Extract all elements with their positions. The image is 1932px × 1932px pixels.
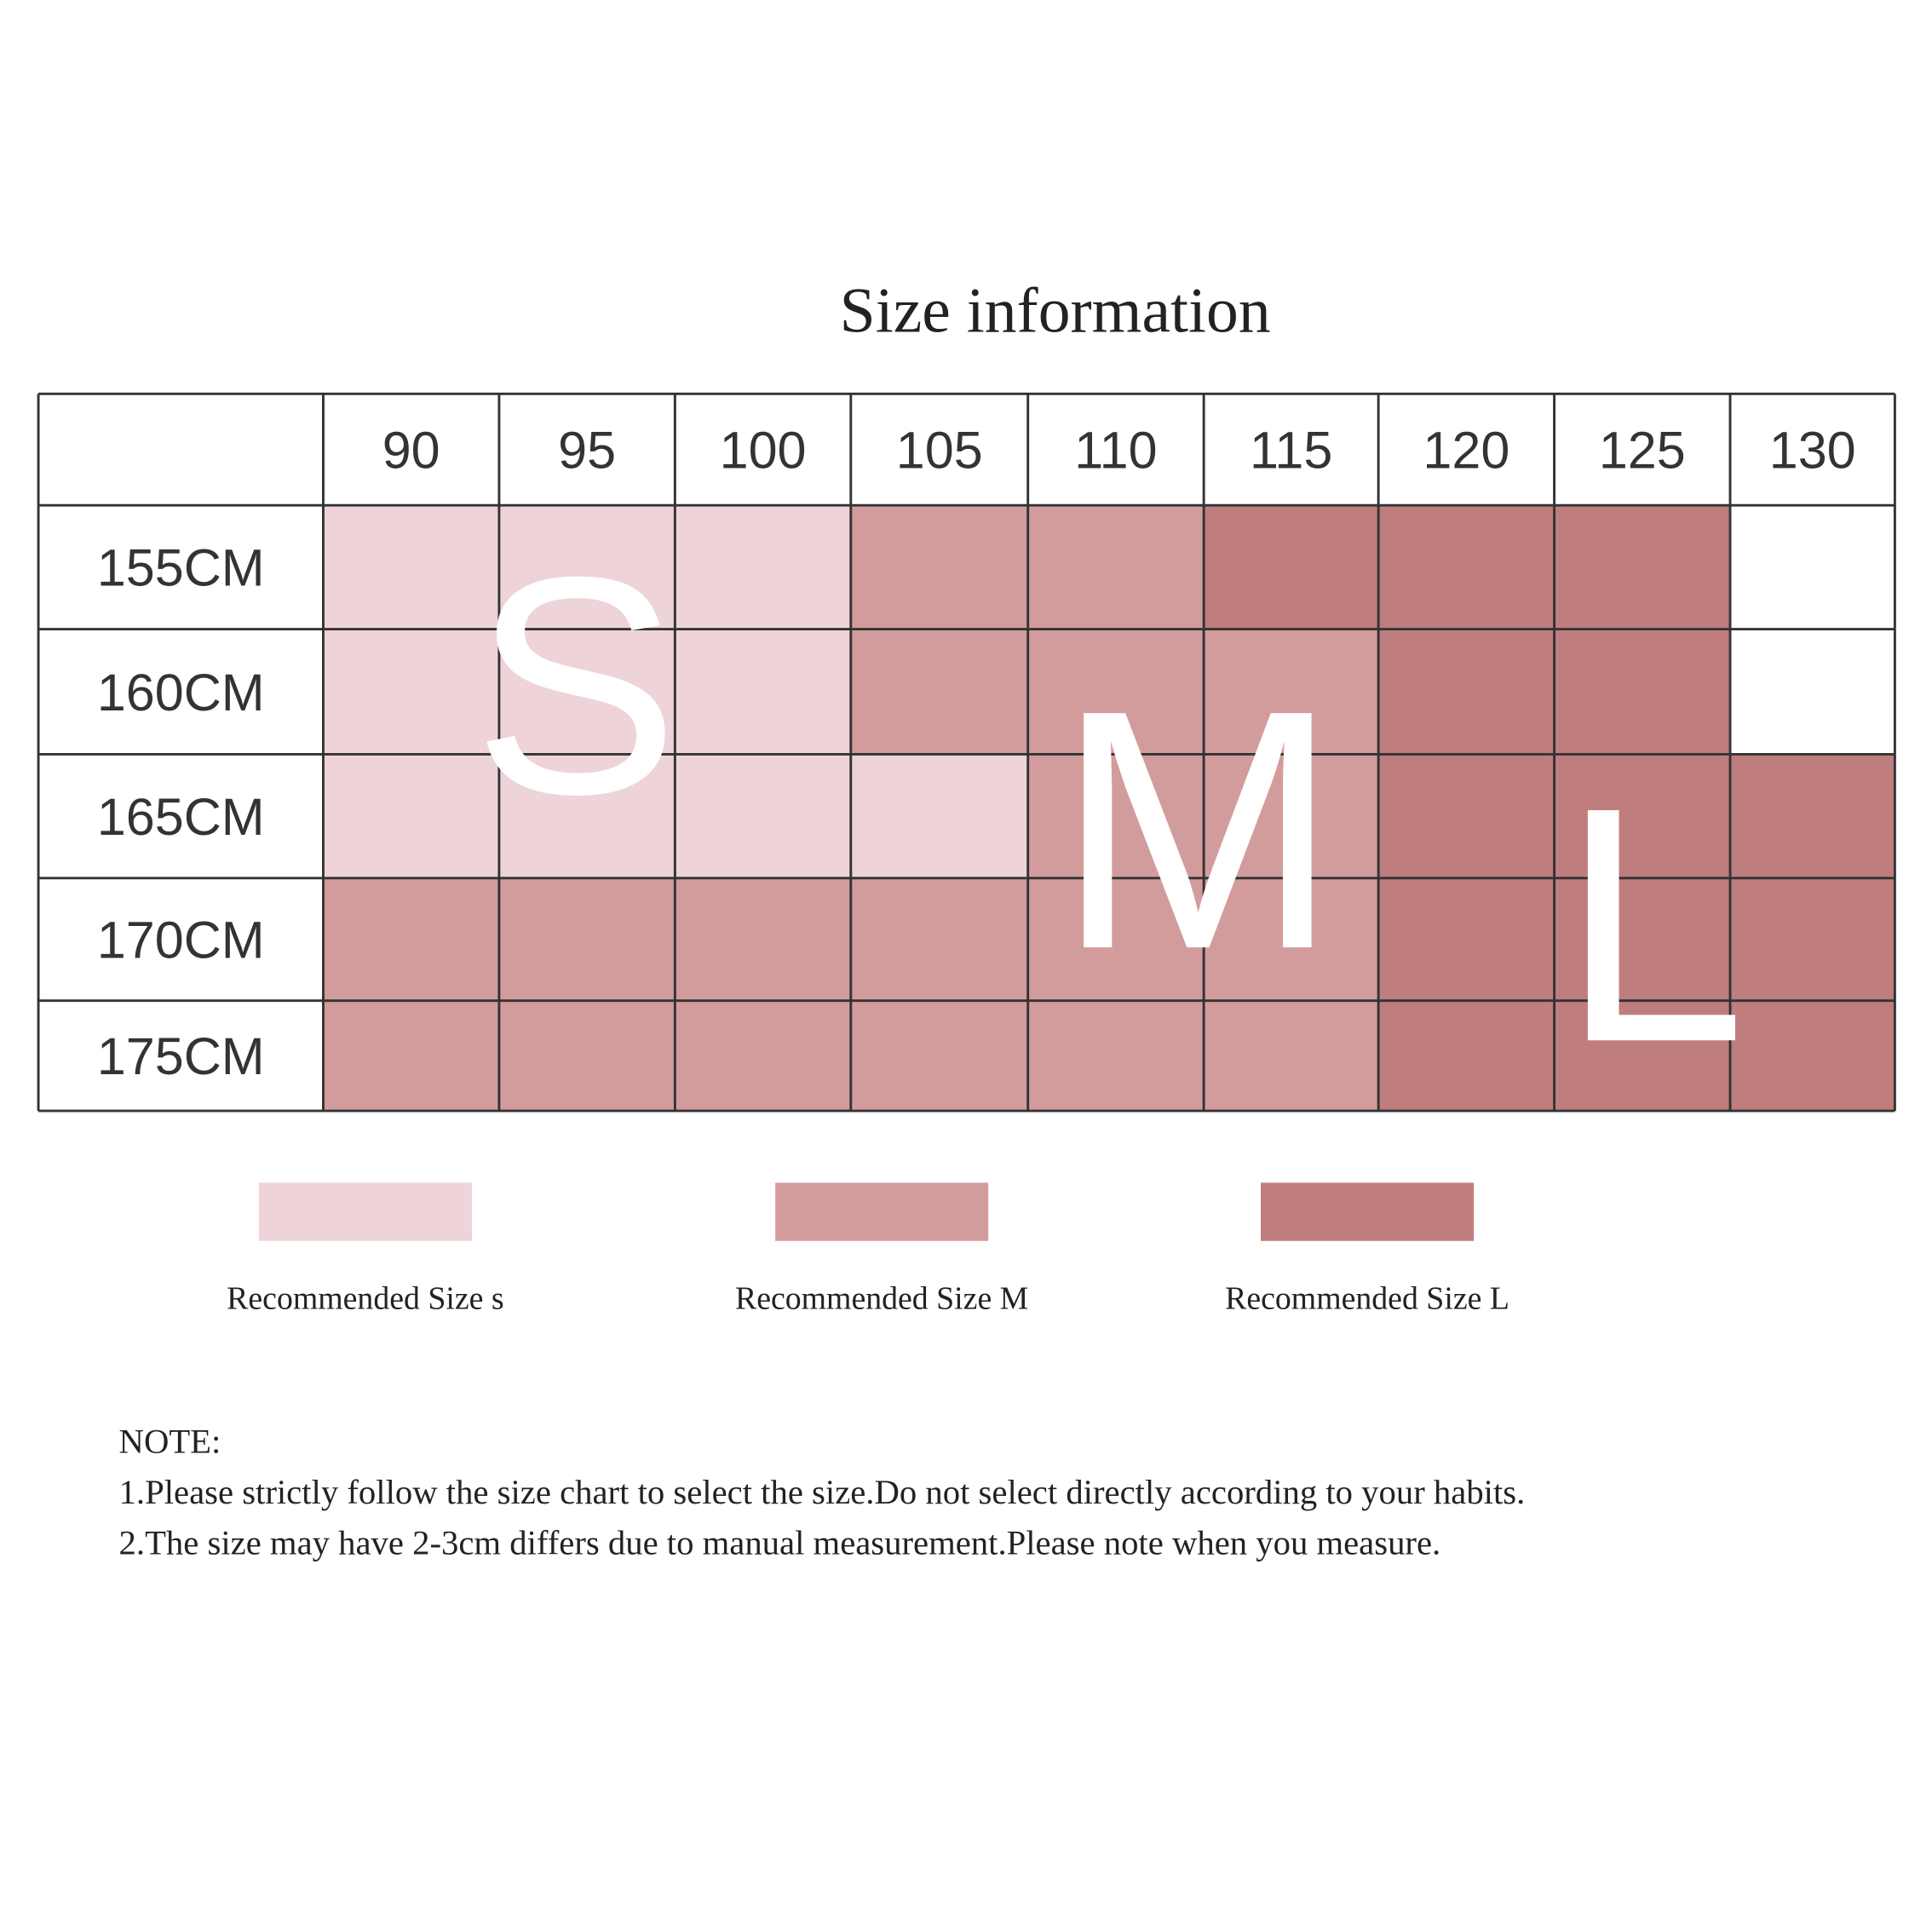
size-cell (1730, 754, 1895, 878)
size-letter: M (1055, 639, 1339, 1020)
size-cell (323, 754, 499, 878)
size-cell (1730, 1000, 1895, 1112)
size-cell (1730, 877, 1895, 1001)
column-label: 110 (1074, 422, 1157, 480)
size-cell (498, 754, 676, 878)
row-label: 155CM (97, 539, 265, 597)
size-cell (1204, 1000, 1379, 1112)
size-cell (1730, 505, 1895, 630)
row-label: 175CM (97, 1027, 265, 1085)
size-cell (1027, 505, 1205, 630)
size-cell (323, 629, 499, 755)
legend-swatch (258, 1182, 472, 1241)
size-cell (1378, 1000, 1555, 1112)
size-cell (1204, 754, 1379, 878)
size-cell (323, 877, 499, 1001)
column-label: 120 (1423, 422, 1509, 480)
size-cell (1204, 505, 1379, 630)
size-cell (1554, 505, 1731, 630)
column-label: 125 (1599, 422, 1686, 480)
size-cell (1027, 754, 1205, 878)
size-cell (1027, 629, 1205, 755)
legend-label: Recommended Size L (1225, 1281, 1509, 1317)
size-letter: L (1561, 739, 1746, 1112)
size-cell (1730, 629, 1895, 755)
size-cell (323, 1000, 499, 1112)
size-cell (675, 629, 851, 755)
column-label: 130 (1769, 422, 1856, 480)
note-item: 1.Please strictly follow the size chart … (119, 1473, 1526, 1511)
title: Size information (840, 276, 1271, 347)
size-cell (1554, 629, 1731, 755)
size-cell (1378, 877, 1555, 1001)
size-cell (1554, 754, 1731, 878)
size-cell (498, 1000, 676, 1112)
size-cell (850, 629, 1028, 755)
size-cell (850, 877, 1028, 1001)
column-label: 90 (382, 422, 440, 480)
legend-swatch (775, 1182, 989, 1241)
note-item: 2.The size may have 2-3cm differs due to… (119, 1524, 1441, 1562)
legend-swatch (1261, 1182, 1475, 1241)
legend-label: Recommended Size s (227, 1281, 503, 1317)
row-label: 170CM (97, 911, 265, 969)
column-label: 100 (720, 422, 807, 480)
size-cell (850, 1000, 1028, 1112)
size-cell (1554, 877, 1731, 1001)
size-cell (323, 505, 499, 630)
size-cell (1027, 877, 1205, 1001)
size-letter: S (473, 513, 679, 859)
size-cell (675, 754, 851, 878)
note-heading: NOTE: (119, 1422, 221, 1460)
size-cell (498, 629, 676, 755)
size-cell (675, 877, 851, 1001)
size-cell (1378, 629, 1555, 755)
size-cell (850, 754, 1028, 878)
size-cell (1204, 629, 1379, 755)
size-cell (1554, 1000, 1731, 1112)
size-cell (675, 1000, 851, 1112)
row-label: 160CM (97, 664, 265, 722)
size-cell (1204, 877, 1379, 1001)
legend-label: Recommended Size M (735, 1281, 1028, 1317)
size-cell (675, 505, 851, 630)
row-label: 165CM (97, 788, 265, 846)
size-cell (1378, 754, 1555, 878)
size-cell (498, 505, 676, 630)
size-cell (1027, 1000, 1205, 1112)
column-label: 105 (896, 422, 983, 480)
size-cell (498, 877, 676, 1001)
size-cell (1378, 505, 1555, 630)
column-label: 115 (1250, 422, 1332, 480)
column-label: 95 (558, 422, 616, 480)
size-cell (850, 505, 1028, 630)
